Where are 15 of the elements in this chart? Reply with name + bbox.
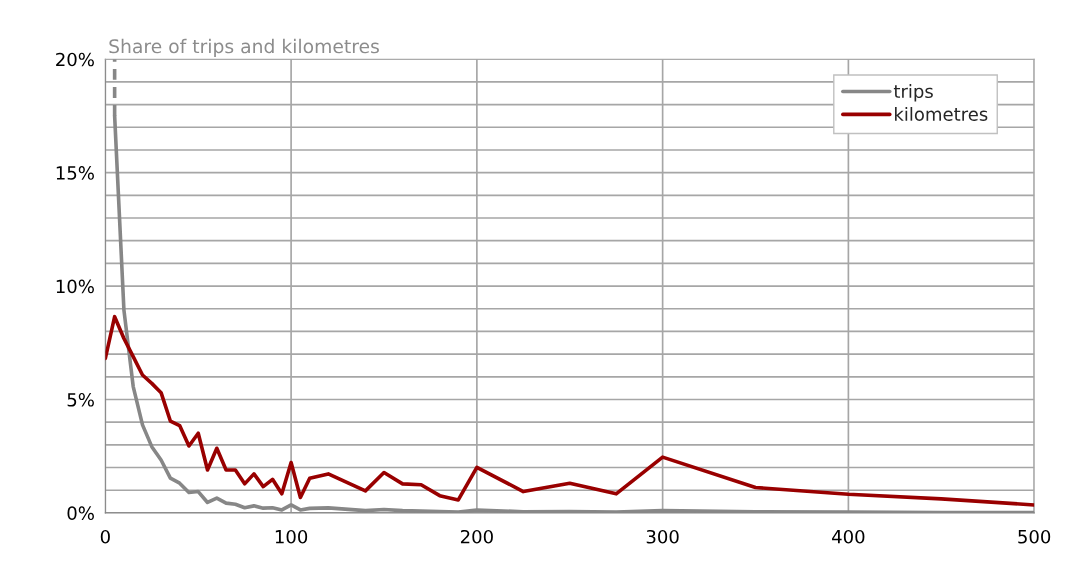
legend-label: kilometres [895,106,988,121]
legend-label: trips [893,84,933,102]
y-tick-label: 20% [56,52,94,67]
x-tick-label: 200 [460,529,493,544]
y-tick-label: 5% [67,392,94,407]
line-series [105,314,1035,507]
y-tick-label: 15% [56,166,94,180]
y-tick-label: 10% [56,279,94,294]
x-tick-label: 500 [1018,529,1051,544]
x-tick-label: 400 [832,529,865,544]
x-tick-label: 300 [646,529,679,544]
x-tick-label: 100 [275,529,308,544]
chart-title: Share of trips and kilometres [109,38,379,57]
x-tick-label: 0 [100,529,110,544]
y-tick-label: 0% [67,506,94,521]
